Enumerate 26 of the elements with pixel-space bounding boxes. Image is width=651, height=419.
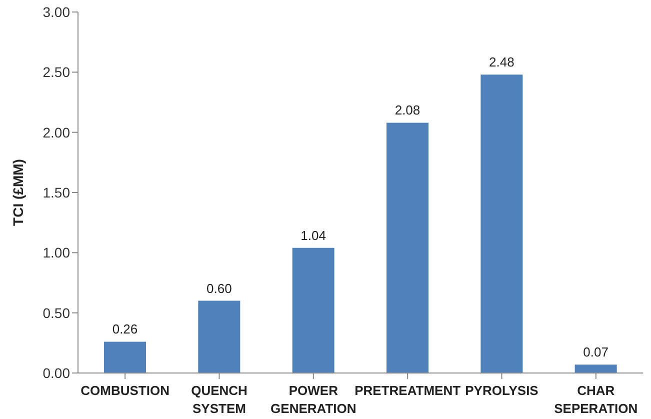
x-tick-label: COMBUSTION [80,383,170,398]
bar [386,122,428,373]
bar [292,248,334,373]
data-label: 0.60 [206,280,232,296]
bar [104,342,146,373]
y-axis-title: TCI (£MM) [10,159,26,226]
bar [574,364,617,373]
data-label: 0.26 [112,322,138,337]
bar [198,300,240,373]
data-label: 2.08 [394,102,420,118]
bar [480,74,523,373]
x-tick-label: PYROLYSIS [465,383,539,398]
data-label: 1.04 [300,228,326,243]
data-label: 2.48 [489,54,514,70]
y-tick-label: 2.50 [42,64,70,80]
x-tick-label: POWER GENERATION [270,383,356,416]
y-tick-label: 1.50 [42,184,70,200]
data-label: 0.07 [583,344,608,360]
x-tick-label: PRETREATMENT [354,383,461,398]
y-tick-label: 1.00 [42,244,70,261]
y-tick-label: 2.00 [42,124,70,140]
y-tick-label: 3.00 [42,4,70,20]
x-tick-label: QUENCH SYSTEM [191,383,248,416]
y-tick-label: 0.50 [42,304,70,321]
y-tick-label: 0.00 [42,364,70,381]
x-tick-label: CHAR SEPERATION [554,383,638,416]
